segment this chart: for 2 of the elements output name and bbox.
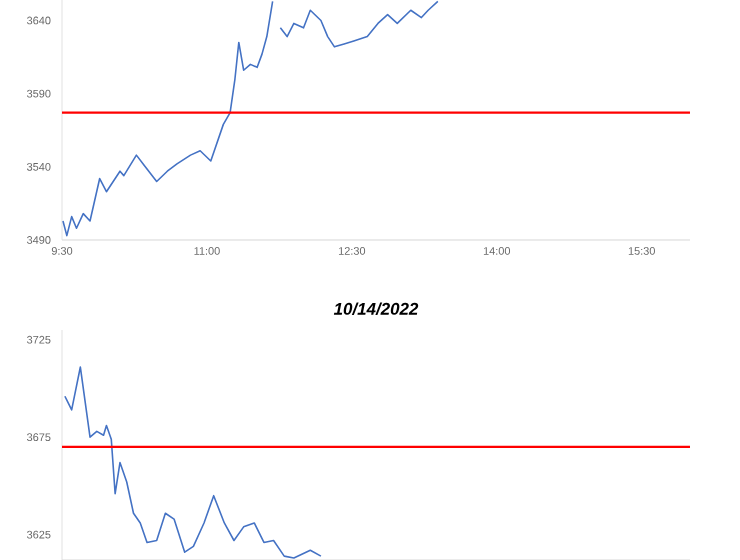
line-series — [64, 366, 322, 559]
chart-title: 10/14/2022 — [333, 302, 419, 315]
